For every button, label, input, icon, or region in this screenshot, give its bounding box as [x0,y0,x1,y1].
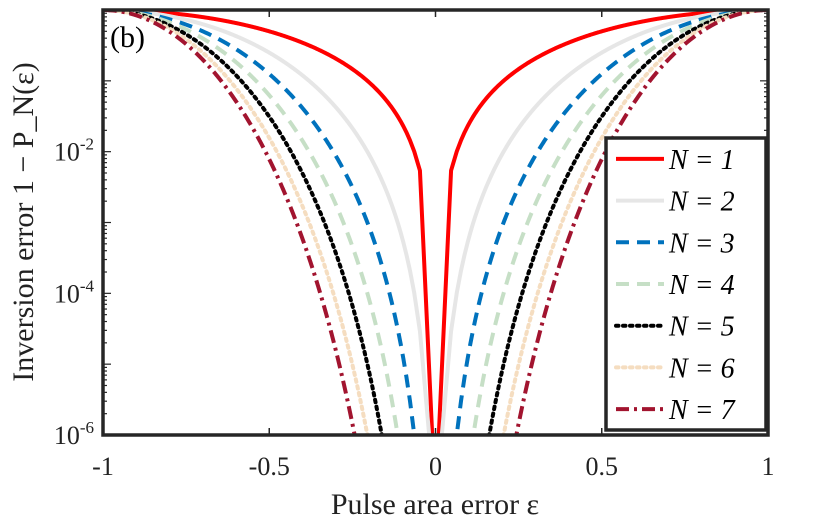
ticks-layer: -1 -0.5 0 0.5 110-610-410-2 [54,9,775,481]
legend-label: N = 6 [668,353,735,384]
y-tick-base: 10 [54,138,80,167]
x-axis-title-text: Pulse area error ε [331,488,539,521]
panel-label: (b) [110,21,145,54]
legend-label: N = 2 [668,187,735,218]
series-layer [103,10,768,435]
series-line-n7-left [103,10,357,435]
legend-label: N = 5 [668,312,735,343]
legend-label: N = 3 [668,228,735,259]
series-line-n6-right [501,10,768,435]
series-line-n6-left [103,10,370,435]
x-tick-label: -1 [92,452,114,481]
x-tick-label: 1 [762,452,775,481]
x-tick-label: 0.5 [586,452,619,481]
y-tick-exponent: -6 [80,418,94,437]
legend-box [604,136,768,432]
plot-frame [101,8,770,437]
x-axis-title: Pulse area error ε [331,488,539,521]
legend-label: N = 1 [668,145,735,176]
y-tick-base: 10 [54,421,80,450]
y-axis-title: Inversion error 1 − P_N(ε) [7,62,40,381]
y-tick-exponent: -4 [80,276,95,295]
y-axis-title-text: Inversion error 1 − P_N(ε) [7,62,40,381]
y-tick-base: 10 [54,279,80,308]
y-tick-label: 10-4 [54,276,95,308]
x-tick-label: -0.5 [249,452,290,481]
series-line-n7-right [514,10,768,435]
legend-label: N = 4 [668,270,735,301]
legend: N = 1 N = 2 N = 3 N = 4 N = 5 N = 6 N = 7 [604,136,768,432]
y-tick-exponent: -2 [80,135,94,154]
legend-label: N = 7 [668,395,736,426]
y-tick-label: 10-2 [54,135,94,167]
y-tick-label: 10-6 [54,418,94,450]
x-tick-label: 0 [429,452,442,481]
